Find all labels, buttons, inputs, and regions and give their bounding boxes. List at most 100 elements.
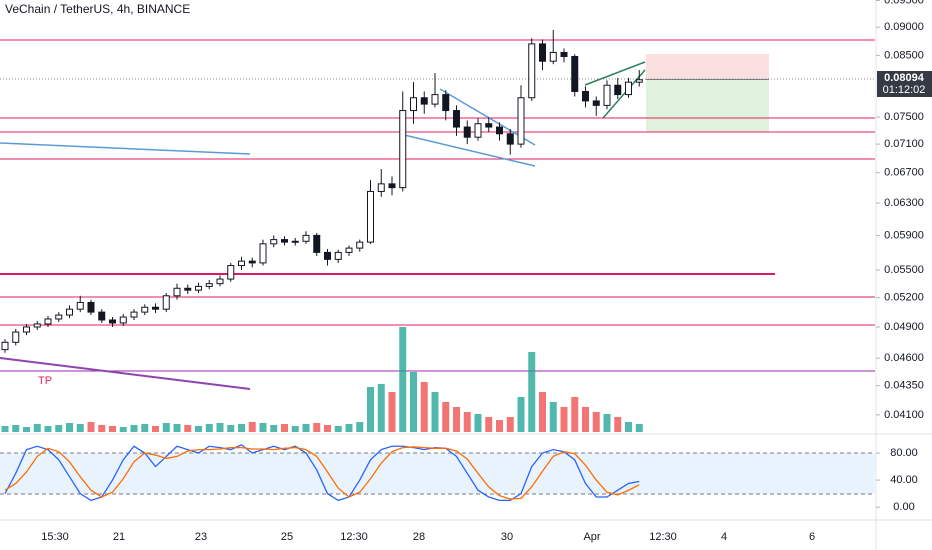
y-tick-label: 0.09500 xyxy=(884,0,924,6)
volume-bar xyxy=(130,425,138,432)
candle-body xyxy=(506,133,514,145)
y-tick-label: 0.04100 xyxy=(884,409,924,421)
target-zone xyxy=(646,79,769,132)
candle-body xyxy=(119,316,127,324)
candle-body xyxy=(549,51,557,62)
volume-bar xyxy=(614,417,622,432)
volume-bar xyxy=(431,392,439,432)
annotation: TP xyxy=(38,375,52,387)
y-tick-label: 0.05500 xyxy=(884,264,924,276)
volume-bar xyxy=(152,426,159,432)
candle-body xyxy=(560,51,568,58)
candle-body xyxy=(98,311,106,321)
volume-bar xyxy=(549,402,557,432)
candle-body xyxy=(442,94,450,112)
volume-bar xyxy=(76,424,84,432)
volume-bar xyxy=(98,425,106,432)
y-tick-label: 0.05200 xyxy=(884,292,924,304)
volume-bar xyxy=(528,352,536,432)
y-tick-label: 0.07500 xyxy=(884,111,924,123)
candle-body xyxy=(259,243,267,264)
candle-body xyxy=(44,318,52,325)
volume-bar xyxy=(474,414,482,432)
volume-bar xyxy=(539,392,546,432)
volume-bar xyxy=(517,397,525,432)
volume-bar xyxy=(248,422,256,432)
chart-title: VeChain / TetherUS, 4h, BINANCE xyxy=(5,2,190,16)
volume-bar xyxy=(560,407,568,432)
time-label: 12:30 xyxy=(649,531,677,543)
candle-body xyxy=(528,43,536,99)
time-label: 28 xyxy=(413,531,425,543)
candle-body xyxy=(270,239,278,245)
y-tick-label: 0.05900 xyxy=(884,229,924,241)
volume-bar xyxy=(259,423,267,432)
candle-body xyxy=(410,97,417,112)
y-tick-label: 0.06700 xyxy=(884,167,924,179)
candle-body xyxy=(130,311,138,318)
candle-body xyxy=(238,260,245,267)
candle-body xyxy=(205,283,213,287)
candle-body xyxy=(12,331,20,343)
volume-bar xyxy=(345,424,353,432)
volume-bar xyxy=(205,424,213,432)
trend-line xyxy=(602,69,646,119)
time-label: 15:30 xyxy=(41,531,69,543)
time-label: Apr xyxy=(583,531,600,543)
volume-bar xyxy=(506,417,514,432)
stop-zone xyxy=(646,54,769,79)
volume-bar xyxy=(356,422,364,432)
candle-body xyxy=(463,126,471,138)
volume-bar xyxy=(625,422,632,432)
time-label: 25 xyxy=(281,531,293,543)
trend-line xyxy=(0,357,251,390)
candle-body xyxy=(195,285,202,291)
candle-body xyxy=(227,265,235,280)
volume-bar xyxy=(485,417,493,432)
volume-bar xyxy=(270,425,278,432)
volume-bar xyxy=(162,423,170,432)
volume-bar xyxy=(195,426,202,432)
volume-bar xyxy=(119,427,127,432)
volume-bar xyxy=(302,424,310,432)
candle-body xyxy=(23,326,30,333)
candle-body xyxy=(324,251,331,260)
y-tick-label: 0.09000 xyxy=(884,21,924,33)
candle-body xyxy=(420,97,428,105)
candle-body xyxy=(184,287,192,291)
stoch-line xyxy=(4,446,640,500)
candle-body xyxy=(431,94,439,105)
volume-bar xyxy=(291,426,299,432)
volume-bar xyxy=(463,412,471,432)
levels xyxy=(0,39,875,372)
y-tick-label: 0.06300 xyxy=(884,197,924,209)
candle-body xyxy=(76,301,84,310)
trend-line xyxy=(0,142,251,155)
y-tick-label: 0.04900 xyxy=(884,321,924,333)
time-label: 6 xyxy=(809,531,815,543)
time-label: 21 xyxy=(113,531,125,543)
stoch-band xyxy=(0,453,875,494)
candle-body xyxy=(162,295,170,310)
candle-body xyxy=(377,183,385,192)
candle-body xyxy=(302,234,310,242)
volume-bar xyxy=(592,412,600,432)
volume-bar xyxy=(44,426,52,432)
trend-line xyxy=(399,133,536,167)
volume-bar xyxy=(33,424,41,432)
candle-body xyxy=(571,56,579,92)
candle-body xyxy=(399,110,407,189)
y-tick-label: 0.04600 xyxy=(884,352,924,364)
candle-body xyxy=(517,97,525,145)
marks: 0.09500 0.09000 0.08500 0.07500 0.07100 0.067… xyxy=(1,0,924,543)
candle-body xyxy=(248,260,256,264)
candle-body xyxy=(388,183,396,189)
volume-bar xyxy=(141,424,149,432)
volume-bar xyxy=(496,420,503,432)
volume-bar xyxy=(571,397,579,432)
volume-bar xyxy=(184,425,192,432)
volume-bar xyxy=(55,425,63,432)
candle-body xyxy=(55,314,63,320)
volume-bar xyxy=(410,372,417,432)
